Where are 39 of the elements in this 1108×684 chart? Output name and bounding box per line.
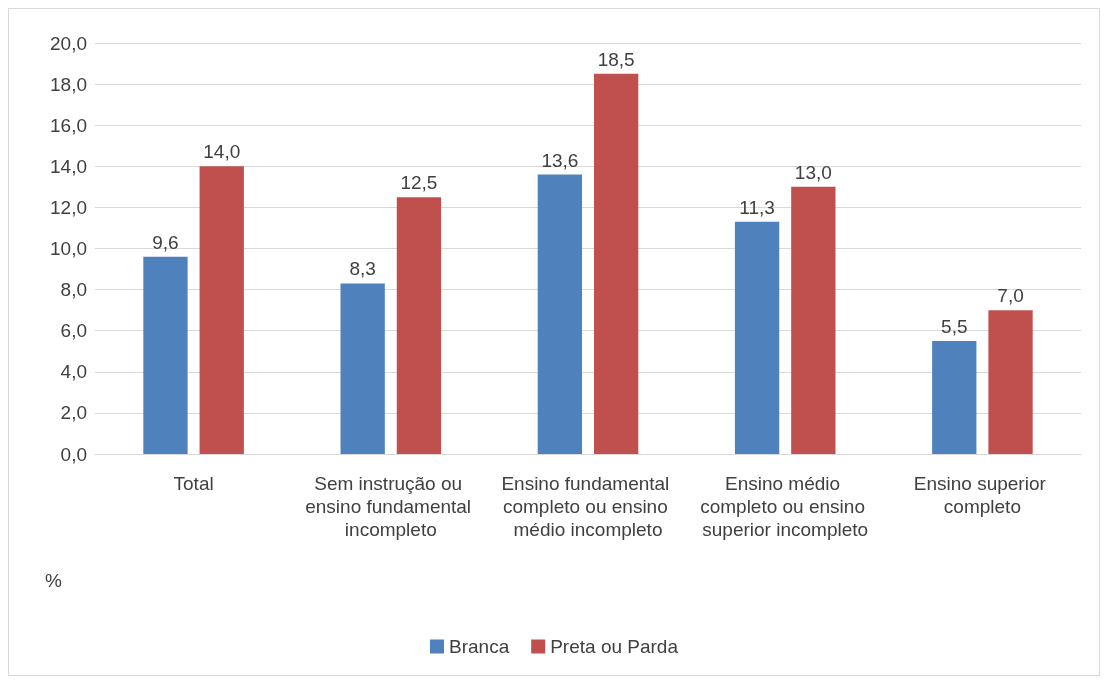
- bar: [932, 340, 977, 454]
- data-label: 7,0: [997, 285, 1024, 307]
- y-tick-label: 14,0: [50, 155, 87, 177]
- y-axis-title: %: [45, 570, 62, 591]
- data-label: 13,0: [794, 161, 832, 183]
- y-tick-label: 16,0: [50, 114, 87, 136]
- x-tick-label: Ensino médio completo ou ensino superior incompleto: [700, 473, 871, 540]
- bar: [143, 256, 188, 454]
- bar: [988, 310, 1033, 454]
- data-label: 11,3: [739, 196, 775, 218]
- data-label: 13,6: [541, 149, 579, 171]
- x-tick-label: Sem instrução ou ensino fundamental incompleto: [305, 473, 477, 540]
- data-label: 14,0: [203, 141, 241, 163]
- bar: [593, 73, 639, 454]
- bar: [537, 174, 583, 454]
- data-label: 18,5: [597, 48, 635, 70]
- legend-label: Preta ou Parda: [550, 636, 679, 657]
- y-tick-label: 0,0: [60, 443, 87, 465]
- x-tick-label: Total: [173, 473, 214, 494]
- y-tick-label: 2,0: [60, 402, 87, 424]
- data-label: 9,6: [152, 231, 179, 253]
- y-tick-label: 4,0: [60, 361, 87, 383]
- data-label: 8,3: [349, 258, 376, 280]
- bar: [340, 283, 385, 454]
- data-label: 12,5: [400, 172, 438, 194]
- bar: [734, 221, 780, 454]
- x-tick-label: Ensino superior completo: [913, 473, 1052, 517]
- y-tick-label: 10,0: [50, 238, 87, 259]
- legend-label: Branca: [449, 636, 510, 657]
- bar: [791, 186, 836, 454]
- y-tick-label: 20,0: [50, 32, 87, 54]
- y-tick-label: 6,0: [60, 320, 87, 342]
- y-tick-label: 18,0: [50, 73, 87, 95]
- y-tick-label: 12,0: [50, 196, 87, 218]
- y-tick-label: 8,0: [60, 279, 87, 301]
- bar: [199, 166, 244, 454]
- data-label: 5,5: [941, 315, 968, 337]
- x-tick-label: Ensino fundamental completo ou ensino médio incompleto: [501, 473, 675, 540]
- bar: [396, 197, 442, 454]
